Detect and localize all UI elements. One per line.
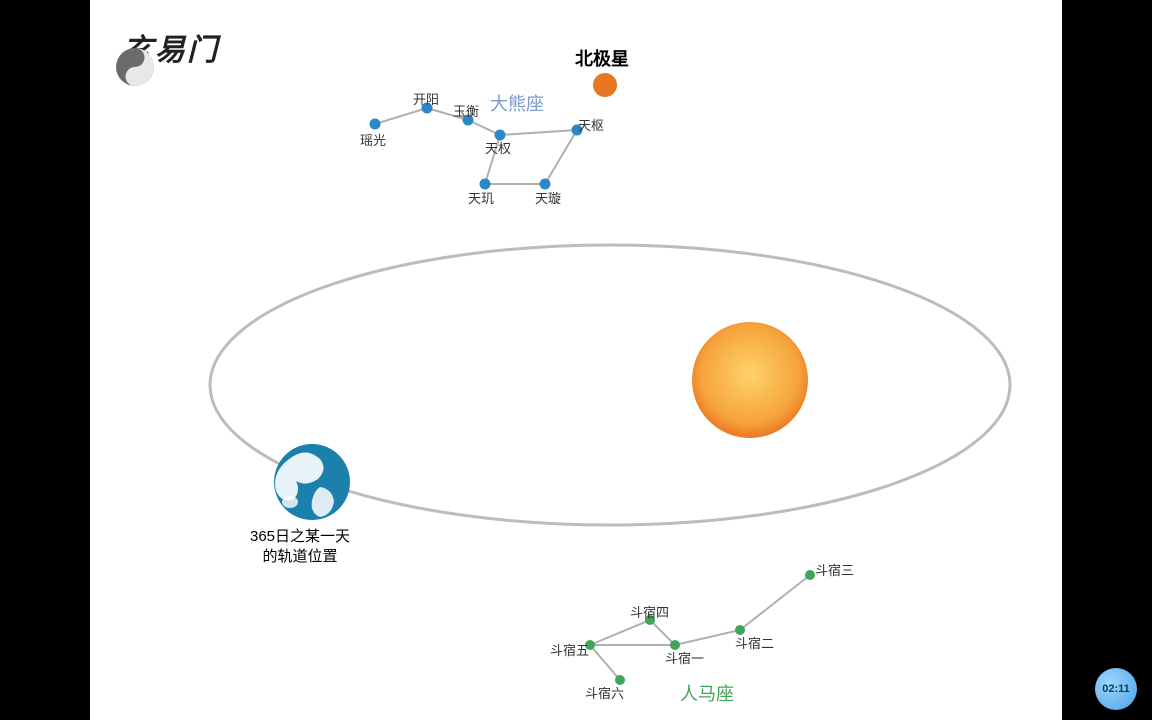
sag-star-label: 斗宿三 xyxy=(815,560,854,579)
sagittarius-constellation xyxy=(90,0,1062,720)
timer-text: 02:11 xyxy=(1102,683,1130,695)
sag-star-label: 斗宿二 xyxy=(735,633,774,652)
diagram-canvas: 玄易门 365日之某一天 的轨道位置 北极星 大熊座 瑶光开阳玉衡天权天玑天璇天… xyxy=(90,0,1062,720)
sag-star-label: 斗宿六 xyxy=(585,683,624,702)
sagittarius-label: 人马座 xyxy=(680,680,734,706)
sag-star-label: 斗宿一 xyxy=(665,648,704,667)
stage: 玄易门 365日之某一天 的轨道位置 北极星 大熊座 瑶光开阳玉衡天权天玑天璇天… xyxy=(0,0,1152,720)
timer-badge[interactable]: 02:11 xyxy=(1095,668,1137,710)
sag-star-label: 斗宿五 xyxy=(550,640,589,659)
sag-star-label: 斗宿四 xyxy=(630,602,669,621)
